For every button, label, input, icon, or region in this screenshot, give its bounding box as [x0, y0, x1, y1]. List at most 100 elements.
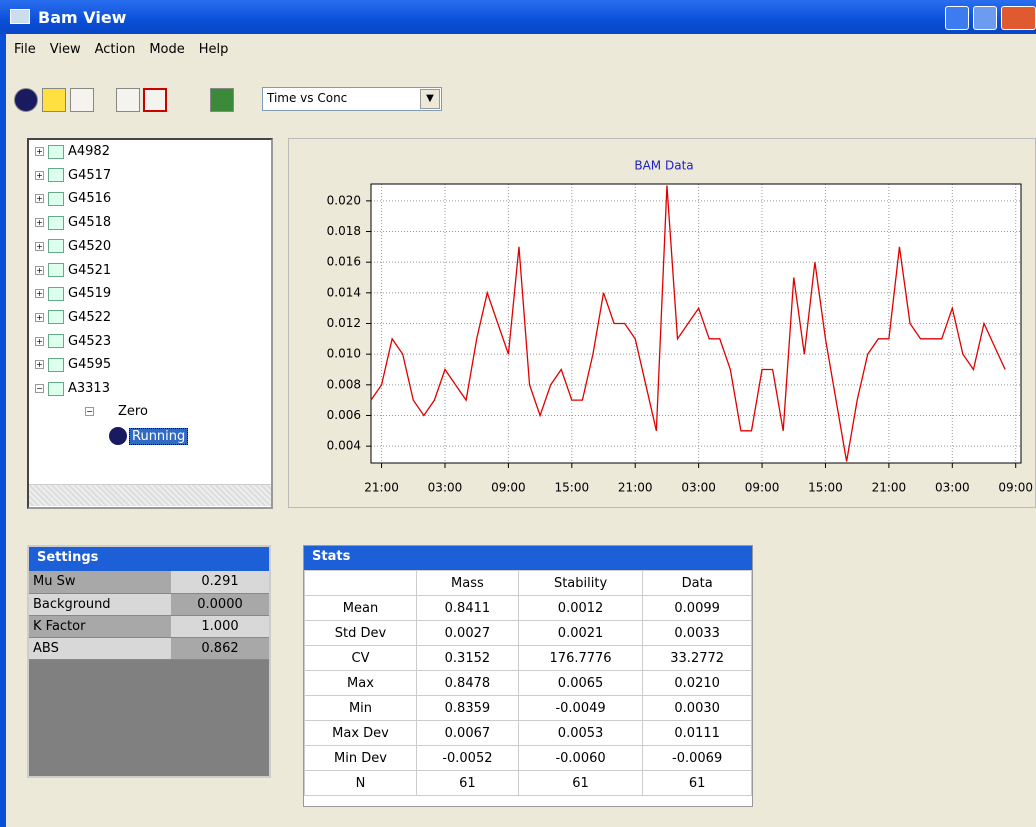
node-label: G4519	[68, 286, 112, 302]
panel-title: Stats	[304, 546, 752, 570]
x-tick-label: 09:00	[491, 481, 526, 495]
window-border	[0, 34, 6, 827]
node-label: A3313	[68, 381, 110, 396]
y-tick-label: 0.008	[327, 377, 361, 391]
tree-item[interactable]: + G4520	[35, 239, 111, 259]
setting-name: K Factor	[29, 615, 171, 638]
title-bar: Bam View	[0, 0, 1036, 34]
stats-row: Max 0.8478 0.0065 0.0210	[304, 670, 752, 696]
stats-table: Mass Stability Data Mean 0.8411 0.0012 0.0099 S…	[304, 570, 752, 796]
stat-name: Mean	[304, 595, 417, 621]
stats-panel: Stats Mass Stability Data Mean 0.8411 0.0012 0.…	[303, 545, 753, 807]
node-icon	[48, 191, 64, 206]
stat-name: Std Dev	[304, 620, 417, 646]
stat-value: 0.0053	[517, 720, 644, 746]
scrollbar[interactable]	[29, 484, 271, 506]
tool-button[interactable]	[143, 88, 167, 112]
dropdown-arrow[interactable]: ▼	[420, 89, 440, 109]
menu-item[interactable]: Mode	[149, 42, 185, 57]
menu-item[interactable]: Help	[198, 42, 229, 57]
x-tick-label: 15:00	[555, 481, 590, 495]
column-header: Data	[642, 570, 752, 596]
x-tick-label: 21:00	[872, 481, 907, 495]
node-icon	[48, 144, 64, 159]
tool-button[interactable]	[70, 88, 94, 112]
close-button[interactable]	[1001, 6, 1036, 30]
tree-item[interactable]: − Zero	[85, 404, 148, 424]
setting-value: 0.0000	[171, 593, 269, 616]
expander: −	[35, 384, 44, 393]
x-tick-label: 21:00	[618, 481, 653, 495]
settings-panel: Settings Mu Sw 0.291 Background 0.0000 K Fact…	[27, 545, 271, 778]
tool-button[interactable]	[210, 88, 234, 112]
stats-row: Max Dev 0.0067 0.0053 0.0111	[304, 720, 752, 746]
setting-value: 0.291	[171, 571, 269, 594]
tree-item[interactable]: + G4517	[35, 168, 111, 188]
node-label: Zero	[118, 404, 148, 419]
tree-view: + A4982 + G4517 + G4516 + G4518 + G4520 + G4521 + G45…	[27, 138, 273, 509]
node-label: G4523	[68, 333, 112, 349]
stat-value: 0.0012	[517, 595, 644, 621]
menu-item[interactable]: View	[49, 42, 81, 57]
menu-item[interactable]: Action	[94, 42, 136, 57]
node-icon	[48, 310, 64, 325]
stat-name: Min	[304, 695, 417, 721]
settings-row: ABS 0.862	[29, 637, 269, 660]
x-tick-label: 09:00	[998, 481, 1033, 495]
panel-title: Settings	[29, 547, 269, 571]
node-label: Running	[129, 427, 189, 445]
stat-value: 0.8359	[416, 695, 519, 721]
view-select[interactable]: Time vs Conc ▼	[262, 87, 442, 111]
tree-item[interactable]: Running	[109, 427, 189, 447]
stat-value: 0.0111	[642, 720, 752, 746]
stat-value: 0.0099	[642, 595, 752, 621]
stat-value: 0.0030	[642, 695, 752, 721]
tool-button[interactable]	[42, 88, 66, 112]
node-label: G4517	[68, 167, 112, 183]
node-label: G4521	[68, 262, 112, 278]
expander: +	[35, 289, 44, 299]
node-icon	[48, 168, 64, 183]
node-icon	[48, 239, 64, 254]
stat-value: 0.0033	[642, 620, 752, 646]
stats-row: Min Dev -0.0052 -0.0060 -0.0069	[304, 745, 752, 771]
tool-button[interactable]	[116, 88, 140, 112]
y-tick-label: 0.018	[327, 224, 361, 238]
stat-name: N	[304, 770, 417, 796]
column-header: Mass	[416, 570, 519, 596]
stat-value: 61	[517, 770, 644, 796]
maximize-button[interactable]	[973, 6, 997, 30]
column-header: Stability	[517, 570, 644, 596]
menu-item[interactable]: File	[14, 42, 36, 57]
stats-row: Std Dev 0.0027 0.0021 0.0033	[304, 620, 752, 646]
expander: −	[85, 407, 94, 416]
plot-frame	[370, 183, 1022, 464]
stats-row: Mean 0.8411 0.0012 0.0099	[304, 595, 752, 621]
stat-value: 61	[416, 770, 519, 796]
tree-item[interactable]: − A3313	[35, 381, 110, 401]
node-label: G4520	[68, 238, 112, 254]
tool-button[interactable]	[14, 88, 38, 112]
expander: +	[35, 360, 44, 370]
tree-item[interactable]: + G4522	[35, 310, 111, 330]
settings-row: K Factor 1.000	[29, 615, 269, 638]
menu-bar: File View Action Mode Help	[14, 42, 242, 62]
x-tick-label: 15:00	[808, 481, 843, 495]
tree-item[interactable]: + G4516	[35, 191, 111, 211]
tree-item[interactable]: + A4982	[35, 144, 110, 164]
node-label: G4516	[68, 191, 112, 207]
expander: +	[35, 265, 44, 275]
tree-item[interactable]: + G4518	[35, 215, 111, 235]
app-icon	[10, 9, 30, 24]
y-tick-label: 0.010	[327, 347, 361, 361]
tree-item[interactable]: + G4523	[35, 334, 111, 354]
minimize-button[interactable]	[945, 6, 969, 30]
stat-value: -0.0049	[517, 695, 644, 721]
tree-item[interactable]: + G4595	[35, 357, 111, 377]
tree-item[interactable]: + G4521	[35, 263, 111, 283]
tree-item[interactable]: + G4519	[35, 286, 111, 306]
node-icon	[48, 286, 64, 301]
x-tick-label: 09:00	[745, 481, 780, 495]
stat-value: 61	[642, 770, 752, 796]
